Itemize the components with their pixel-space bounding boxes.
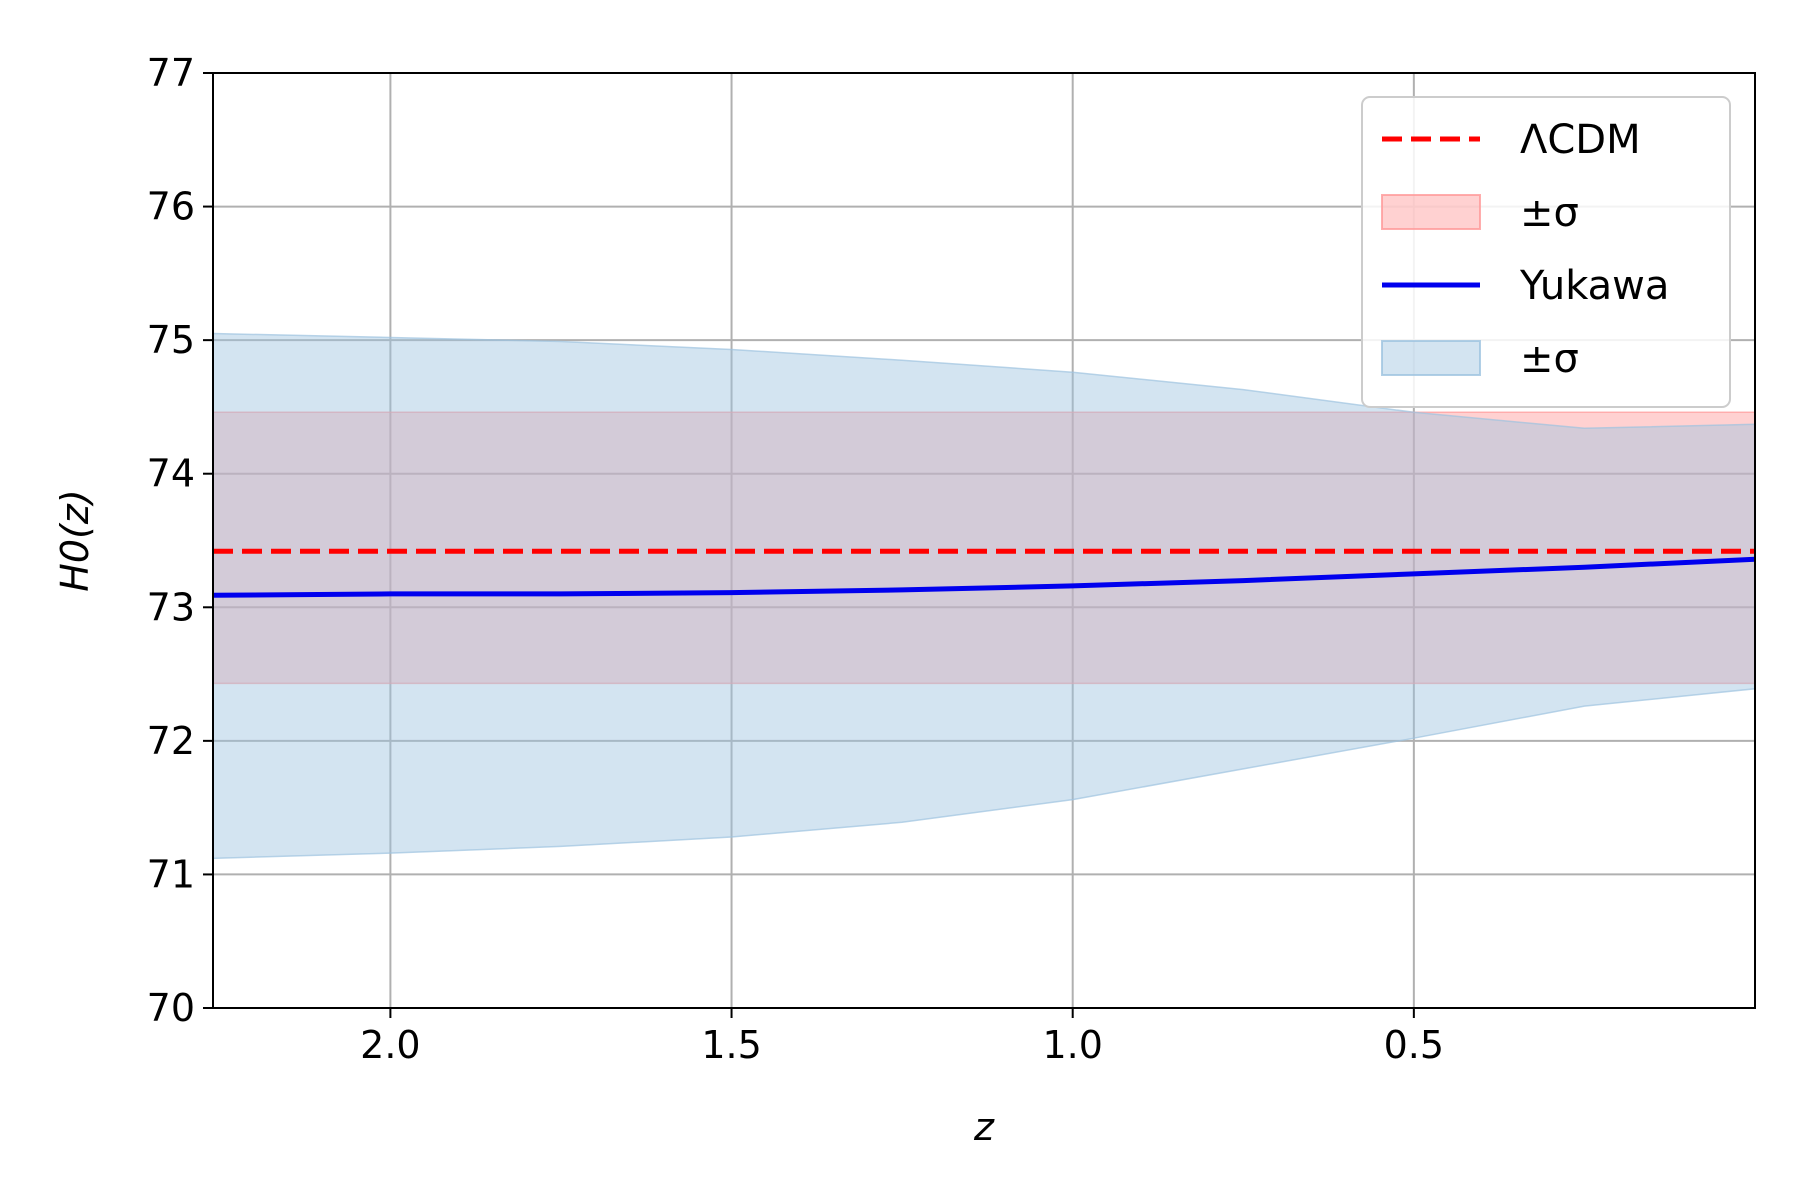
legend-swatch — [1381, 194, 1481, 230]
legend-label: ±σ — [1520, 190, 1579, 236]
y-tick-label: 75 — [147, 318, 195, 362]
y-tick-label: 70 — [147, 986, 195, 1030]
x-tick-label: 1.0 — [1042, 1023, 1102, 1067]
y-tick-label: 76 — [147, 185, 195, 229]
legend-box — [1361, 96, 1731, 408]
series-lines — [212, 548, 1756, 598]
x-tick-label: 0.5 — [1384, 1023, 1444, 1067]
legend-swatch — [1381, 340, 1481, 376]
legend-label: ±σ — [1520, 336, 1579, 382]
x-tick-label: 2.0 — [360, 1023, 420, 1067]
line-Yukawa — [212, 556, 1756, 598]
y-axis-title: H0(z) — [53, 489, 97, 591]
y-tick-label: 77 — [147, 51, 195, 95]
y-tick-label: 71 — [147, 852, 195, 896]
legend-label: ΛCDM — [1520, 117, 1641, 163]
x-tick-label: 1.5 — [701, 1023, 761, 1067]
axis-ticks: 2.0 1.5 1.0 0.5 70 71 72 73 74 75 76 77 — [147, 51, 1444, 1067]
x-axis-title: z — [973, 1105, 995, 1149]
legend: ΛCDM ±σ Yukawa ±σ — [1361, 96, 1731, 408]
confidence-bands — [212, 332, 1756, 860]
plot-frame — [212, 72, 1756, 1009]
y-tick-label: 72 — [147, 719, 195, 763]
legend-label: Yukawa — [1519, 263, 1669, 309]
y-tick-label: 74 — [147, 452, 195, 496]
y-tick-label: 73 — [147, 585, 195, 629]
